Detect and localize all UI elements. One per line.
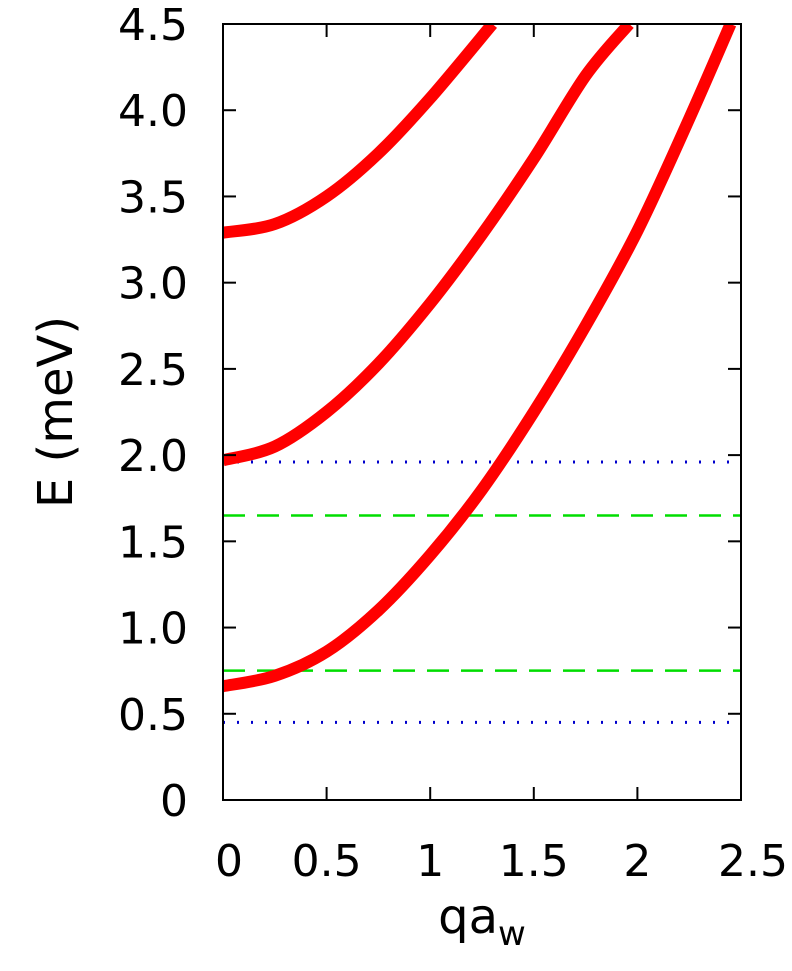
x-tick-label: 0 xyxy=(215,836,243,887)
x-axis-title-subscript: w xyxy=(498,914,526,954)
x-tick-label: 1 xyxy=(416,836,444,887)
plot-frame xyxy=(222,23,742,801)
y-tick-label: 2.0 xyxy=(118,431,188,482)
y-tick-label: 3.0 xyxy=(118,259,188,310)
x-tick-labels: 0 0.5 1 1.5 2 2.5 xyxy=(215,836,788,887)
y-tick-label: 2.5 xyxy=(118,345,188,396)
y-axis-title: E (meV) xyxy=(28,316,84,508)
reference-lines xyxy=(223,460,741,724)
y-tick-label: 1.0 xyxy=(118,604,188,655)
series-curve-1 xyxy=(223,24,737,693)
y-tick-label: 3.5 xyxy=(118,172,188,223)
y-tick-label: 4.0 xyxy=(118,86,188,137)
series-curve-3 xyxy=(223,24,497,239)
y-tick-labels: 0 0.5 1.0 1.5 2.0 2.5 3.0 3.5 4.0 4.5 xyxy=(118,0,188,827)
y-tick-label: 1.5 xyxy=(118,517,188,568)
x-tick-label: 2.5 xyxy=(718,836,788,887)
y-tick-label: 4.5 xyxy=(118,0,188,51)
series-curve-2 xyxy=(223,24,634,467)
y-tick-label: 0.5 xyxy=(118,690,188,741)
x-tick-label: 0.5 xyxy=(292,836,362,887)
x-tick-label: 1.5 xyxy=(499,836,569,887)
x-axis-title: qaw xyxy=(438,889,526,954)
y-tick-label: 0 xyxy=(160,776,188,827)
series-curves xyxy=(223,24,737,693)
x-axis-title-main: qa xyxy=(438,889,498,945)
x-tick-label: 2 xyxy=(623,836,651,887)
axis-ticks xyxy=(222,23,742,801)
